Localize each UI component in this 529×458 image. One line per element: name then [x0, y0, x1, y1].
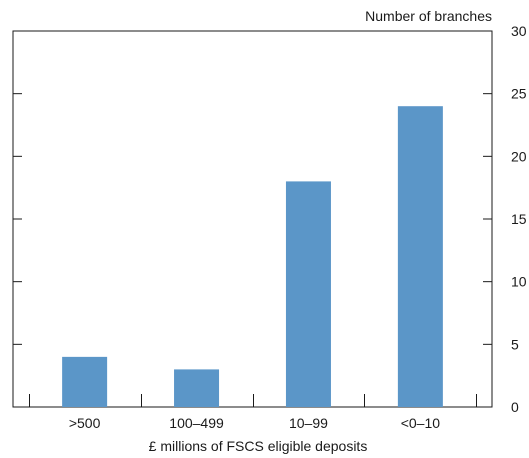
x-tick-label: 100–499 [169, 415, 224, 431]
y-tick-labels: 0 5 10 15 20 25 30 [511, 23, 527, 415]
y-tick-label: 30 [511, 23, 527, 39]
bar [62, 356, 108, 407]
x-tick-label: 10–99 [289, 415, 328, 431]
x-axis-title: £ millions of FSCS eligible deposits [149, 438, 368, 454]
bar [285, 181, 331, 407]
y-tick-label: 10 [511, 274, 527, 290]
y-tick-label: 0 [511, 399, 519, 415]
x-axis-ticks [29, 394, 477, 407]
x-tick-label: <0–10 [401, 415, 441, 431]
x-tick-labels: >500 100–499 10–99 <0–10 [69, 415, 440, 431]
left-axis-ticks [13, 93, 22, 345]
y-tick-label: 20 [511, 148, 527, 164]
y-tick-label: 25 [511, 86, 527, 102]
bar [174, 369, 220, 407]
y-axis-title: Number of branches [365, 8, 492, 24]
y-tick-label: 5 [511, 336, 519, 352]
bars [62, 106, 443, 407]
bar [397, 106, 443, 407]
right-axis-ticks [483, 93, 492, 345]
y-tick-label: 15 [511, 211, 527, 227]
x-tick-label: >500 [69, 415, 101, 431]
